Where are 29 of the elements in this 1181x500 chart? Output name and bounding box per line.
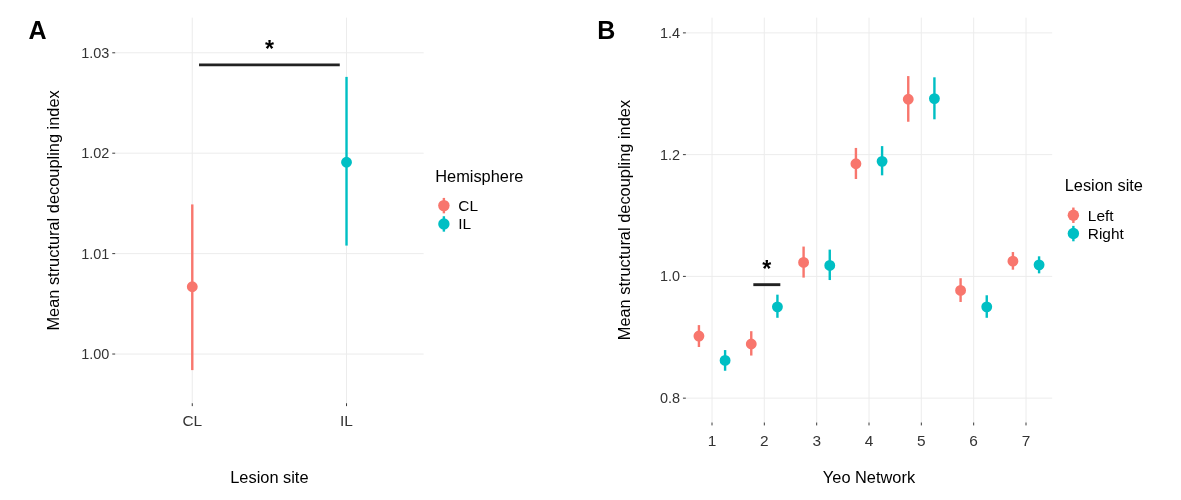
- legend-title: Hemisphere: [435, 166, 524, 185]
- x-tick-label: 2: [760, 431, 769, 449]
- chart-title: A: [28, 15, 47, 44]
- x-tick-label: 6: [969, 431, 978, 449]
- x-tick-label: 3: [812, 431, 821, 449]
- annotation: *: [762, 255, 772, 282]
- legend-label: IL: [458, 215, 472, 233]
- y-tick-label: 1.0: [659, 268, 681, 285]
- x-axis-title: Lesion site: [230, 468, 309, 487]
- legend-label: Right: [1087, 224, 1125, 242]
- chart-title: B: [597, 15, 616, 44]
- y-tick-label: 1.03: [81, 44, 110, 61]
- y-tick-label: 1.00: [81, 346, 110, 363]
- y-axis-title: Mean structural decoupling index: [614, 99, 633, 341]
- y-tick-label: 1.02: [81, 145, 110, 162]
- x-axis-title: Yeo Network: [822, 468, 916, 487]
- y-tick-label: 0.8: [659, 390, 681, 407]
- y-tick-label: 1.4: [659, 24, 681, 41]
- x-tick-label: 4: [864, 431, 874, 449]
- y-tick-label: 1.01: [81, 245, 110, 262]
- annotation: *: [264, 36, 274, 63]
- x-tick-label: 1: [707, 431, 717, 449]
- legend-label: Left: [1087, 206, 1115, 224]
- legend-title: Lesion site: [1064, 176, 1143, 195]
- legend-label: CL: [458, 197, 479, 215]
- x-tick-label: 7: [1021, 431, 1031, 449]
- x-tick-label: 5: [917, 431, 926, 449]
- y-tick-label: 1.2: [659, 146, 681, 163]
- y-axis-title: Mean structural decoupling index: [44, 89, 63, 331]
